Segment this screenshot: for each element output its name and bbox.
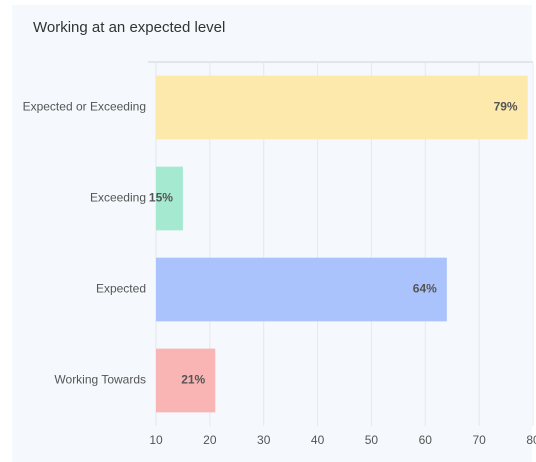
- value-label: 64%: [413, 282, 437, 296]
- x-tick-label: 50: [365, 433, 379, 447]
- x-tick-label: 40: [311, 433, 325, 447]
- card: [12, 5, 532, 462]
- x-tick-label: 20: [203, 433, 217, 447]
- bar: [156, 75, 528, 140]
- bar: [156, 166, 183, 231]
- y-tick-label: Expected or Exceeding: [23, 100, 146, 114]
- value-label: 21%: [181, 373, 205, 387]
- x-tick-label: 30: [257, 433, 271, 447]
- y-tick-label: Exceeding: [90, 191, 146, 205]
- x-tick-label: 80: [526, 433, 536, 447]
- value-label: 79%: [494, 100, 518, 114]
- y-tick-label: Expected: [96, 282, 146, 296]
- bar: [156, 348, 216, 413]
- x-tick-label: 70: [472, 433, 486, 447]
- chart-title: Working at an expected level: [33, 19, 225, 36]
- x-tick-label: 10: [149, 433, 163, 447]
- x-tick-label: 60: [419, 433, 433, 447]
- value-label: 15%: [149, 191, 173, 205]
- y-tick-label: Working Towards: [54, 373, 146, 387]
- bar: [156, 257, 447, 322]
